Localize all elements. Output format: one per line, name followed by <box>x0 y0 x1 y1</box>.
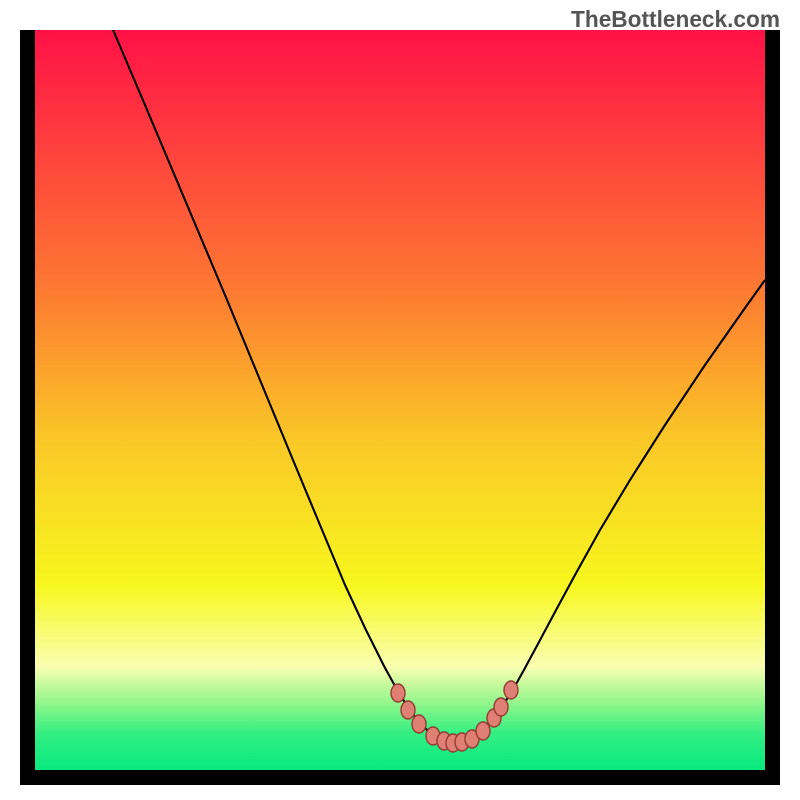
marker-point <box>412 715 426 733</box>
chart-frame: TheBottleneck.com <box>0 0 800 800</box>
bottleneck-curve-svg <box>35 30 765 770</box>
marker-point <box>391 684 405 702</box>
bottleneck-curve <box>111 30 765 742</box>
marker-point <box>504 681 518 699</box>
marker-point <box>401 701 415 719</box>
marker-group <box>391 681 518 752</box>
plot-gradient-area <box>35 30 765 770</box>
watermark-text: TheBottleneck.com <box>571 6 780 33</box>
plot-outer-border <box>20 30 780 785</box>
marker-point <box>494 698 508 716</box>
marker-point <box>476 722 490 740</box>
